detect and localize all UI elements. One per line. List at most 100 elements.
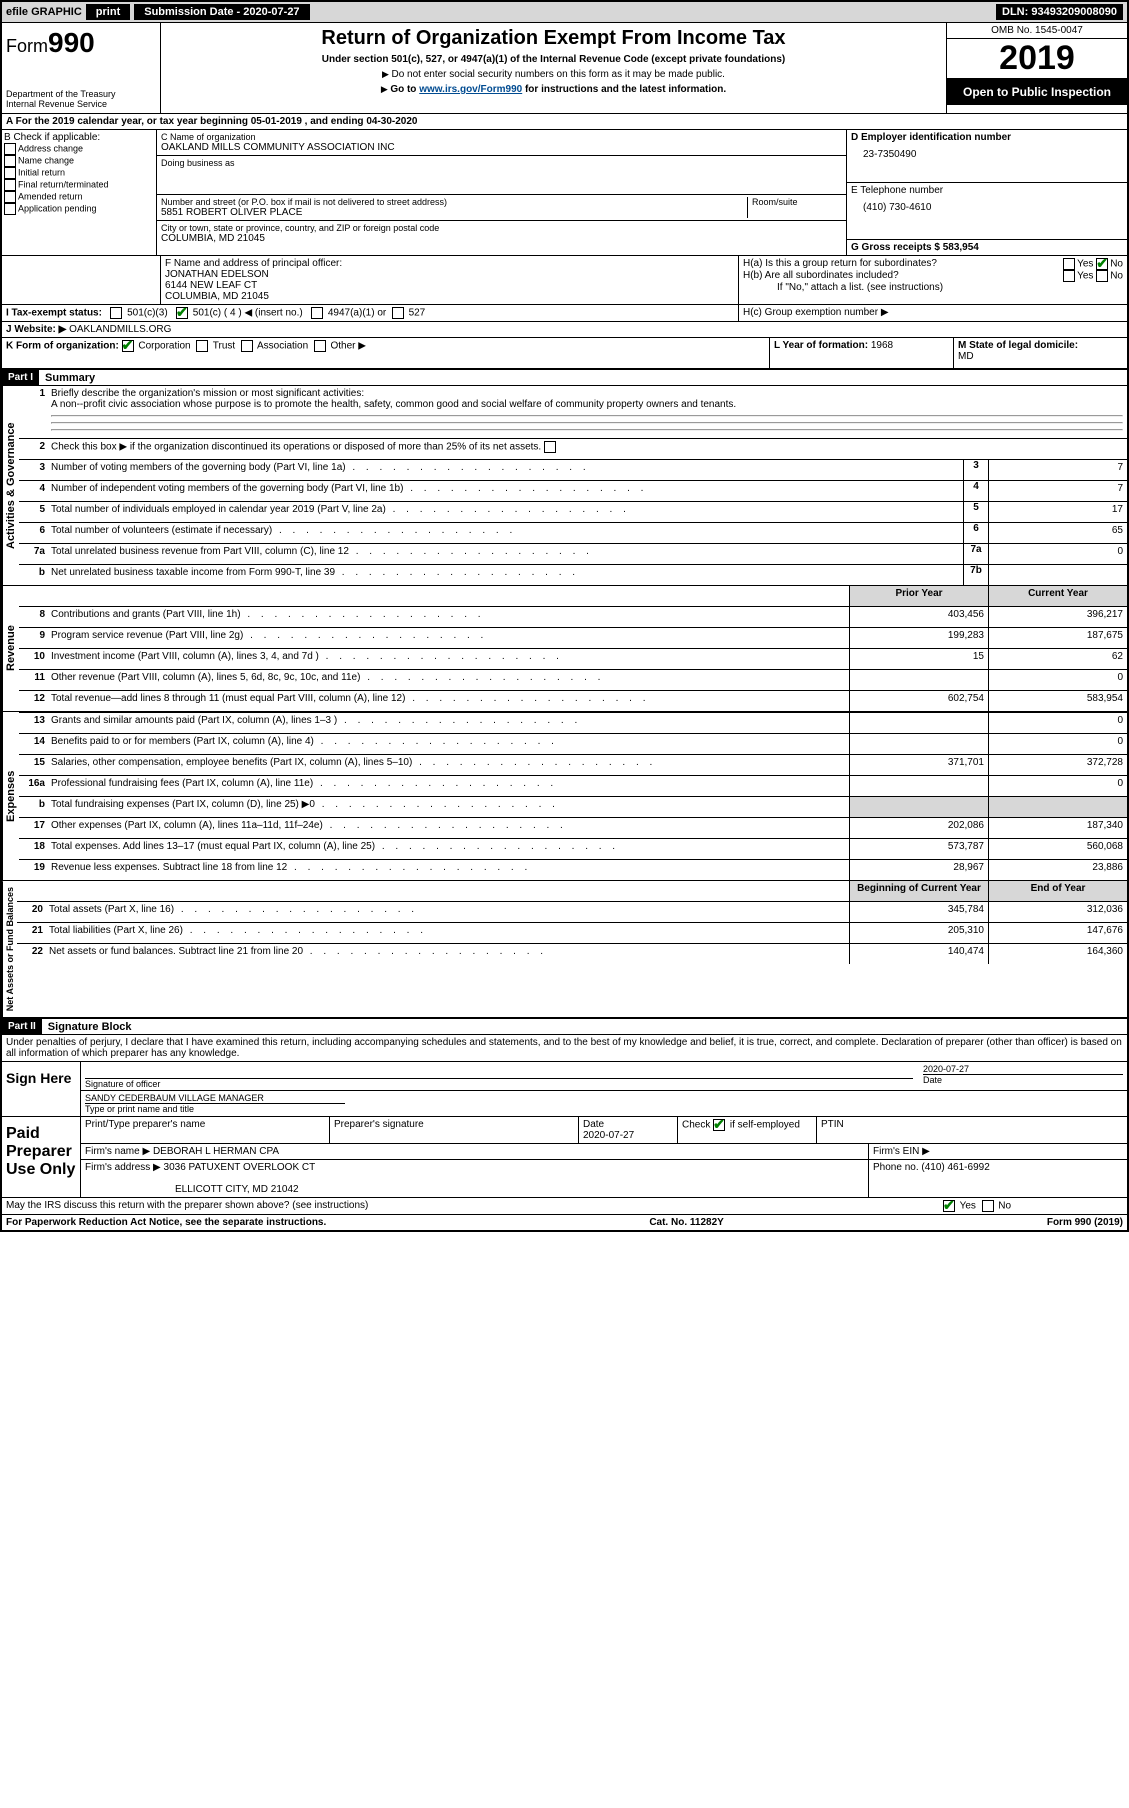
527-checkbox[interactable]: [392, 307, 404, 319]
net-assets-section: Net Assets or Fund Balances Beginning of…: [2, 881, 1127, 1018]
box-b: B Check if applicable: Address change Na…: [2, 130, 157, 255]
hc-label: H(c) Group exemption number ▶: [739, 305, 1127, 321]
line-10: 10Investment income (Part VIII, column (…: [19, 648, 1127, 669]
discuss-no-checkbox[interactable]: [982, 1200, 994, 1212]
opt-501c3: 501(c)(3): [127, 308, 168, 319]
gov-line-3: 3Number of voting members of the governi…: [19, 459, 1127, 480]
final-return-checkbox[interactable]: [4, 179, 16, 191]
hb-no-checkbox[interactable]: [1096, 270, 1108, 282]
discuss-yes-checkbox[interactable]: [943, 1200, 955, 1212]
hdr-beginning: Beginning of Current Year: [857, 883, 981, 894]
preparer-date: 2020-07-27: [583, 1130, 634, 1141]
ein-label: D Employer identification number: [851, 132, 1011, 143]
omb-number: OMB No. 1545-0047: [947, 23, 1127, 39]
addr-label: Number and street (or P.O. box if mail i…: [161, 197, 747, 207]
initial-return-checkbox[interactable]: [4, 167, 16, 179]
discuss-yes: Yes: [960, 1201, 976, 1212]
gross-value: 583,954: [943, 242, 979, 253]
expenses-section: Expenses 13Grants and similar amounts pa…: [2, 712, 1127, 881]
line-12: 12Total revenue—add lines 8 through 11 (…: [19, 690, 1127, 711]
form-990-page: efile GRAPHIC print Submission Date - 20…: [0, 0, 1129, 1232]
ha-no: No: [1110, 259, 1123, 270]
opt-other: Other ▶: [330, 341, 365, 352]
sub3a: Go to: [390, 84, 419, 95]
form-org-label: K Form of organization:: [6, 341, 119, 352]
501c3-checkbox[interactable]: [110, 307, 122, 319]
app-pending-checkbox[interactable]: [4, 203, 16, 215]
hdr-prior: Prior Year: [895, 588, 942, 599]
firm-addr2: ELLICOTT CITY, MD 21042: [85, 1184, 299, 1195]
section-i: I Tax-exempt status: 501(c)(3) 501(c) ( …: [2, 305, 1127, 322]
officer-name-value: SANDY CEDERBAUM VILLAGE MANAGER: [85, 1093, 345, 1104]
officer-addr1: 6144 NEW LEAF CT: [165, 280, 734, 291]
line-17: 17Other expenses (Part IX, column (A), l…: [19, 817, 1127, 838]
part1-subtitle: Summary: [39, 372, 95, 384]
line-8: 8Contributions and grants (Part VIII, li…: [19, 606, 1127, 627]
sig-officer-label: Signature of officer: [85, 1079, 160, 1089]
opt-pending: Application pending: [18, 203, 97, 213]
form990-link[interactable]: www.irs.gov/Form990: [419, 84, 522, 95]
line-18: 18Total expenses. Add lines 13–17 (must …: [19, 838, 1127, 859]
preparer-sig-label: Preparer's signature: [330, 1117, 579, 1143]
firm-name: DEBORAH L HERMAN CPA: [153, 1146, 279, 1157]
box-c: C Name of organization OAKLAND MILLS COM…: [157, 130, 846, 255]
submission-date-button[interactable]: Submission Date - 2020-07-27: [134, 4, 309, 20]
part2-subtitle: Signature Block: [42, 1021, 132, 1033]
form-prefix: Form: [6, 36, 48, 56]
q2-checkbox[interactable]: [544, 441, 556, 453]
footer-mid: Cat. No. 11282Y: [649, 1217, 723, 1228]
line-19: 19Revenue less expenses. Subtract line 1…: [19, 859, 1127, 880]
discuss-label: May the IRS discuss this return with the…: [6, 1200, 368, 1211]
addr-change-checkbox[interactable]: [4, 143, 16, 155]
vlabel-revenue: Revenue: [2, 586, 19, 711]
gov-line-5: 5Total number of individuals employed in…: [19, 501, 1127, 522]
other-checkbox[interactable]: [314, 340, 326, 352]
sign-here-section: Sign Here Signature of officer 2020-07-2…: [2, 1062, 1127, 1117]
part2-header: Part II Signature Block: [2, 1018, 1127, 1035]
phone-label: E Telephone number: [851, 185, 1123, 196]
self-employed-checkbox[interactable]: [713, 1119, 725, 1131]
assoc-checkbox[interactable]: [241, 340, 253, 352]
4947-checkbox[interactable]: [311, 307, 323, 319]
sub2: Do not enter social security numbers on …: [391, 69, 724, 80]
form-header: Form990 Department of the Treasury Inter…: [2, 23, 1127, 114]
q1-answer: A non--profit civic association whose pu…: [51, 399, 736, 410]
ha-yes-checkbox[interactable]: [1063, 258, 1075, 270]
hb-no: No: [1110, 271, 1123, 282]
name-change-checkbox[interactable]: [4, 155, 16, 167]
dln-value: 93493209008090: [1031, 6, 1117, 18]
opt-527: 527: [409, 308, 426, 319]
line-22: 22Net assets or fund balances. Subtract …: [17, 943, 1127, 964]
amended-return-checkbox[interactable]: [4, 191, 16, 203]
section-fh: F Name and address of principal officer:…: [2, 256, 1127, 305]
501c-checkbox[interactable]: [176, 307, 188, 319]
corp-checkbox[interactable]: [122, 340, 134, 352]
tax-year: 2019: [947, 39, 1127, 79]
print-button[interactable]: print: [86, 4, 130, 20]
line-13: 13Grants and similar amounts paid (Part …: [19, 712, 1127, 733]
org-name-label: C Name of organization: [161, 132, 842, 142]
ha-no-checkbox[interactable]: [1096, 258, 1108, 270]
domicile-label: M State of legal domicile:: [958, 340, 1078, 351]
row-a-period: A For the 2019 calendar year, or tax yea…: [2, 114, 1127, 130]
discuss-no: No: [998, 1201, 1011, 1212]
paid-preparer-label: Paid Preparer Use Only: [2, 1117, 81, 1197]
box-f: F Name and address of principal officer:…: [161, 256, 739, 304]
gov-line-4: 4Number of independent voting members of…: [19, 480, 1127, 501]
vlabel-governance: Activities & Governance: [2, 386, 19, 585]
trust-checkbox[interactable]: [196, 340, 208, 352]
subdate-value: 2020-07-27: [243, 6, 299, 18]
section-j: J Website: ▶ OAKLANDMILLS.ORG: [2, 322, 1127, 338]
officer-name: JONATHAN EDELSON: [165, 269, 734, 280]
opt-501c: 501(c) ( 4 ) ◀ (insert no.): [193, 308, 303, 319]
sub3b: for instructions and the latest informat…: [522, 84, 726, 95]
tax-status-label: I Tax-exempt status:: [6, 308, 102, 319]
firm-addr1: 3036 PATUXENT OVERLOOK CT: [164, 1162, 316, 1173]
hb-yes-checkbox[interactable]: [1063, 270, 1075, 282]
firm-phone-label: Phone no.: [873, 1162, 921, 1173]
dba-label: Doing business as: [161, 158, 842, 168]
gov-line-6: 6Total number of volunteers (estimate if…: [19, 522, 1127, 543]
subdate-label: Submission Date -: [144, 6, 243, 18]
room-label: Room/suite: [752, 197, 842, 207]
part1-header: Part I Summary: [2, 369, 1127, 386]
